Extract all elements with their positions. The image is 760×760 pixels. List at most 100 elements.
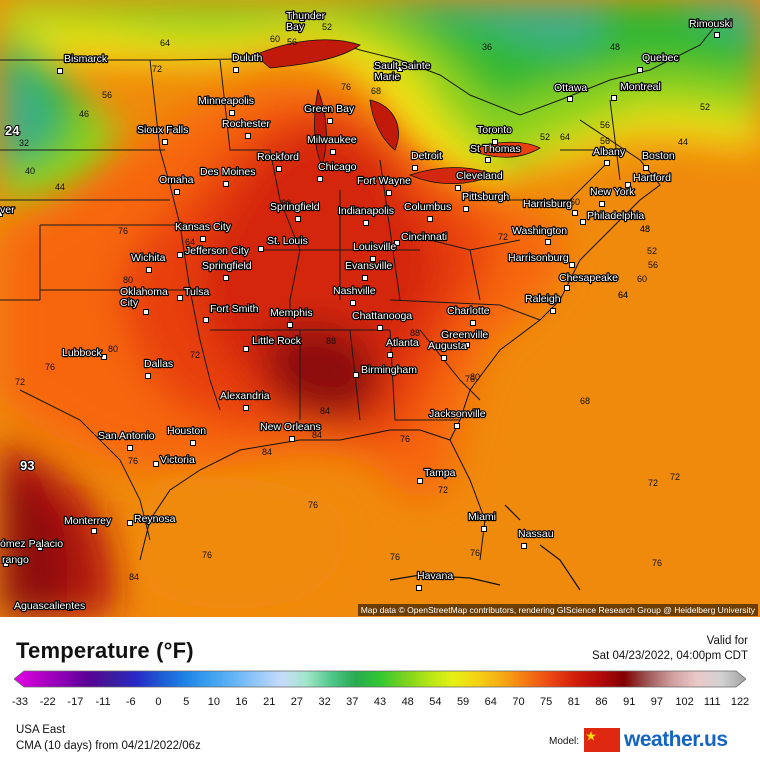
city-label: Birmingham <box>361 364 417 376</box>
contour-label: 72 <box>648 478 658 488</box>
city-label: Ottawa <box>554 82 587 94</box>
city-label: Tulsa <box>184 286 209 298</box>
scale-tick-label: 0 <box>155 696 162 708</box>
city-dot <box>276 166 282 172</box>
city-dot <box>177 295 183 301</box>
city-harrisonburg: Harrisonburg <box>507 251 575 268</box>
city-dot <box>492 139 498 145</box>
city-label: Fort Wayne <box>357 175 411 187</box>
city-dot <box>3 561 9 567</box>
city-label: Rochester <box>222 118 270 130</box>
city-label: Des Moines <box>200 166 255 178</box>
contour-label: 32 <box>19 138 29 148</box>
city-label: St Thomas <box>470 143 521 155</box>
city-dot <box>394 240 400 246</box>
city-toronto: Toronto <box>476 123 513 145</box>
city-hartford: Hartford <box>625 171 672 188</box>
weather-us-logo[interactable]: weather.us <box>624 728 728 752</box>
city-label: Albany <box>593 146 626 158</box>
city-label: Marie <box>374 71 400 83</box>
city-dot <box>470 320 476 326</box>
city-st-louis: St. Louis <box>258 234 309 252</box>
city-nashville: Nashville <box>332 284 377 306</box>
city-evansville: Evansville <box>344 259 394 281</box>
city-label: San Antonio <box>98 430 155 442</box>
city-chesapeake: Chesapeake <box>558 271 619 291</box>
china-flag-icon <box>584 728 620 752</box>
city-label: Cleveland <box>456 170 503 182</box>
city-dot <box>545 239 551 245</box>
city-dot <box>200 236 206 242</box>
scale-tick-label: -22 <box>39 696 56 708</box>
city-label: Washington <box>512 225 567 237</box>
city-label: Sault Sainte <box>374 60 431 72</box>
city-birmingham: Birmingham <box>353 363 418 378</box>
city-label: Tampa <box>424 467 456 479</box>
city-label: St. Louis <box>267 235 308 247</box>
city-label: Cincinnati <box>401 231 447 243</box>
city-havana: Havana <box>416 569 455 591</box>
city-dot <box>299 16 305 22</box>
model-run-label: CMA (10 days) from 04/21/2022/06z <box>16 740 201 752</box>
city-label: Chesapeake <box>559 272 618 284</box>
city-dot <box>463 206 469 212</box>
city-label: Augusta <box>428 340 467 352</box>
contour-label: 48 <box>640 224 650 234</box>
city-dot <box>203 317 209 323</box>
state-line-plains <box>149 59 221 411</box>
contour-label: 36 <box>482 42 492 52</box>
city-dot <box>386 190 392 196</box>
city-label: Rimouski <box>689 18 732 30</box>
contour-label: 64 <box>560 132 570 142</box>
city-dot <box>427 216 433 222</box>
scale-tick-label: -17 <box>67 696 84 708</box>
city-dot <box>464 342 470 348</box>
water-features <box>139 39 661 591</box>
region-label: USA East <box>16 724 66 736</box>
city-dot <box>229 110 235 116</box>
contour-label: 76 <box>308 500 318 510</box>
city-durango: rango <box>1 553 30 567</box>
city-chattanooga: Chattanooga <box>351 309 413 331</box>
contour-label: 60 <box>637 274 647 284</box>
temperature-map[interactable]: 64 60 56 52 36 72 56 46 24 32 76 68 48 5… <box>0 0 760 617</box>
scale-tick-label: 70 <box>512 696 525 708</box>
contour-label: 84 <box>262 447 272 457</box>
scale-tick-label: 97 <box>650 696 664 708</box>
contour-label: 64 <box>160 38 170 48</box>
city-rimouski: Rimouski <box>688 17 733 38</box>
contour-label: 72 <box>498 232 508 242</box>
scale-tick-label: -11 <box>95 696 111 708</box>
city-dot <box>91 528 97 534</box>
city-augusta: Augusta <box>427 339 468 361</box>
city-aguascalientes: Aguascalientes <box>13 599 87 613</box>
city-dot <box>604 160 610 166</box>
legend-title: Temperature (°F) <box>16 638 194 663</box>
city-label: Aguascalientes <box>14 600 85 612</box>
state-lines-west <box>0 149 190 301</box>
city-dot <box>550 308 556 314</box>
city-label: Montreal <box>620 81 661 93</box>
city-dot <box>455 185 461 191</box>
city-label: Quebec <box>642 52 679 64</box>
city-springfield: Springfield <box>269 200 321 222</box>
scale-tick-label: 32 <box>318 696 331 708</box>
city-cleveland: Cleveland <box>455 169 504 191</box>
city-dot <box>637 67 643 73</box>
city-minneapolis: Minneapolis <box>197 94 255 116</box>
contour-label: 60 <box>570 197 580 207</box>
contour-label: 76 <box>400 434 410 444</box>
scale-tick-label: -33 <box>12 696 28 708</box>
city-little-rock: Little Rock <box>243 334 303 352</box>
city-label: Chattanooga <box>352 310 412 322</box>
scale-tick-label: 81 <box>567 696 580 708</box>
contour-label: 64 <box>618 290 628 300</box>
contour-label: 44 <box>678 137 688 147</box>
city-montreal: Montreal <box>611 80 662 101</box>
city-label: Alexandria <box>220 390 270 402</box>
city-victoria: Victoria <box>153 453 196 467</box>
city-label: Thunder <box>286 10 326 22</box>
city-dot <box>387 352 393 358</box>
